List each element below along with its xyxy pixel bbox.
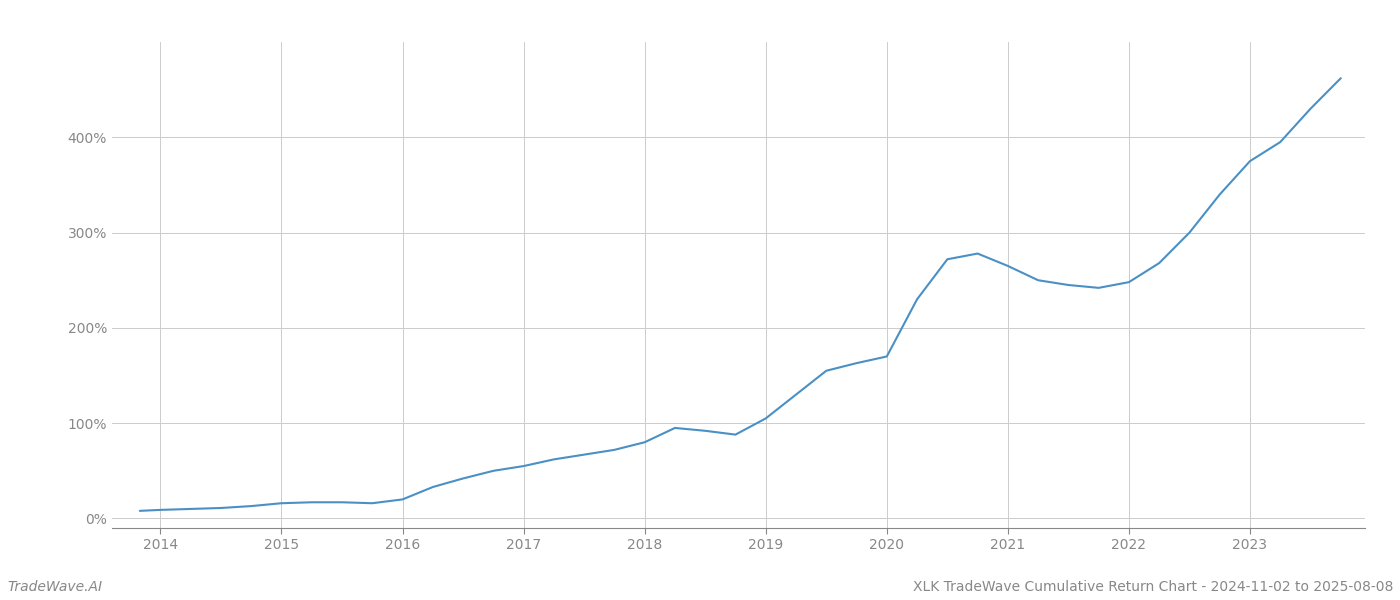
Text: XLK TradeWave Cumulative Return Chart - 2024-11-02 to 2025-08-08: XLK TradeWave Cumulative Return Chart - … (913, 580, 1393, 594)
Text: TradeWave.AI: TradeWave.AI (7, 580, 102, 594)
